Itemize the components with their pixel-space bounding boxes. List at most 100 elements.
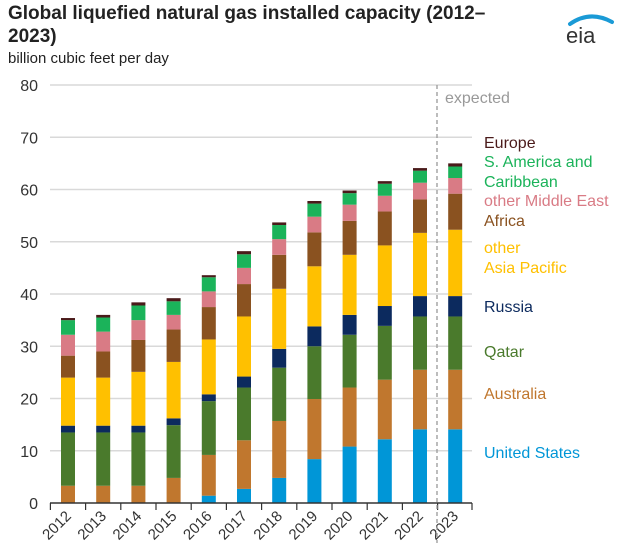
bar-segment-qatar-2018 bbox=[272, 367, 287, 421]
bar-segment-s-america-and-caribbean-2022 bbox=[413, 170, 427, 183]
bar-segment-australia-2014 bbox=[131, 485, 146, 503]
x-tick-label: 2023 bbox=[426, 508, 462, 544]
bar-segment-africa-2013 bbox=[96, 351, 111, 378]
bar-segment-russia-2019 bbox=[307, 326, 322, 347]
y-tick-label: 40 bbox=[20, 287, 38, 304]
x-tick-label: 2015 bbox=[145, 508, 181, 544]
legend-label-australia: Australia bbox=[484, 386, 546, 403]
bar-segment-europe-2019 bbox=[307, 200, 322, 204]
bar-segment-qatar-2021 bbox=[377, 325, 392, 380]
bar-segment-other-asia-pacific-2022 bbox=[413, 232, 427, 297]
eia-logo: eia bbox=[566, 14, 614, 46]
bar-segment-europe-2022 bbox=[413, 168, 427, 171]
bar-segment-s-america-and-caribbean-2021 bbox=[377, 183, 392, 196]
bar-segment-united-states-2021 bbox=[377, 439, 392, 503]
bar-segment-qatar-2017 bbox=[237, 387, 251, 441]
y-tick-label: 20 bbox=[20, 392, 38, 409]
bar-segment-other-asia-pacific-2012 bbox=[61, 377, 75, 426]
bar-segment-australia-2017 bbox=[237, 440, 251, 489]
bar-segment-s-america-and-caribbean-2020 bbox=[342, 193, 357, 205]
x-tick-label: 2020 bbox=[321, 508, 357, 544]
bar-segment-australia-2013 bbox=[96, 485, 111, 503]
y-tick-label: 60 bbox=[20, 183, 38, 200]
bar-segment-other-middle-east-2017 bbox=[237, 267, 251, 285]
bar-segment-russia-2017 bbox=[237, 376, 251, 388]
chart-title: Global liquefied natural gas installed c… bbox=[8, 3, 486, 47]
legend-label-other-middle-east: other Middle East bbox=[484, 193, 609, 210]
bar-segment-australia-2012 bbox=[61, 485, 75, 503]
bar-segment-europe-2017 bbox=[237, 251, 251, 255]
bar-segment-africa-2023 bbox=[448, 193, 463, 230]
svg-text:eia: eia bbox=[566, 23, 596, 46]
legend-label-united-states: United States bbox=[484, 445, 580, 462]
bar-segment-africa-2016 bbox=[201, 307, 216, 340]
bar-segment-russia-2016 bbox=[201, 394, 216, 402]
bar-segment-africa-2021 bbox=[377, 211, 392, 246]
bar-segment-s-america-and-caribbean-2014 bbox=[131, 305, 146, 321]
bar-segment-europe-2021 bbox=[377, 181, 392, 184]
bar-segment-russia-2013 bbox=[96, 425, 111, 433]
legend-label-europe: Europe bbox=[484, 135, 536, 152]
bar-segment-other-asia-pacific-2023 bbox=[448, 229, 463, 297]
bar-segment-africa-2020 bbox=[342, 220, 357, 255]
legend-label-other-asia-pacific: Asia Pacific bbox=[484, 260, 567, 277]
legend-label-qatar: Qatar bbox=[484, 344, 525, 361]
bar-segment-qatar-2020 bbox=[342, 334, 357, 388]
bar-segment-qatar-2022 bbox=[413, 316, 427, 370]
bar-segment-australia-2016 bbox=[201, 454, 216, 496]
bar-segment-qatar-2019 bbox=[307, 346, 322, 400]
bar-segment-s-america-and-caribbean-2015 bbox=[166, 301, 181, 315]
bar-segment-other-middle-east-2013 bbox=[96, 331, 111, 352]
bar-segment-united-states-2022 bbox=[413, 429, 427, 503]
bar-segment-australia-2023 bbox=[448, 369, 463, 430]
y-tick-label: 70 bbox=[20, 130, 38, 147]
bar-segment-other-middle-east-2018 bbox=[272, 239, 287, 255]
bar-segment-russia-2014 bbox=[131, 425, 146, 433]
bar-segment-other-asia-pacific-2017 bbox=[237, 316, 251, 377]
x-tick-label: 2016 bbox=[180, 508, 216, 544]
bar-segment-qatar-2023 bbox=[448, 316, 463, 370]
bar-segment-australia-2021 bbox=[377, 379, 392, 440]
bar-segment-united-states-2019 bbox=[307, 459, 322, 503]
y-tick-label: 10 bbox=[20, 444, 38, 461]
bar-segment-other-middle-east-2022 bbox=[413, 182, 427, 200]
bar-segment-qatar-2013 bbox=[96, 432, 111, 486]
x-tick-label: 2014 bbox=[110, 508, 146, 544]
bar-segment-africa-2015 bbox=[166, 329, 181, 362]
x-tick-label: 2022 bbox=[391, 508, 427, 544]
legend-label-s-america-and-caribbean: Caribbean bbox=[484, 174, 558, 191]
legend-label-russia: Russia bbox=[484, 299, 533, 316]
bar-segment-russia-2018 bbox=[272, 348, 287, 368]
bar-segment-other-asia-pacific-2020 bbox=[342, 254, 357, 315]
y-tick-label: 30 bbox=[20, 339, 38, 356]
bar-segment-other-asia-pacific-2013 bbox=[96, 377, 111, 426]
bar-segment-united-states-2023 bbox=[448, 429, 463, 503]
bar-segment-russia-2023 bbox=[448, 296, 463, 317]
bar-segment-africa-2014 bbox=[131, 339, 146, 372]
bar-segment-africa-2018 bbox=[272, 254, 287, 289]
bar-segment-europe-2012 bbox=[61, 318, 75, 321]
bar-segment-australia-2020 bbox=[342, 387, 357, 447]
x-tick-label: 2018 bbox=[250, 508, 286, 544]
bar-segment-other-middle-east-2016 bbox=[201, 291, 216, 308]
bar-segment-other-middle-east-2021 bbox=[377, 195, 392, 212]
bar-segment-united-states-2018 bbox=[272, 477, 287, 503]
bar-segment-europe-2018 bbox=[272, 222, 287, 226]
bar-segment-other-middle-east-2012 bbox=[61, 334, 75, 356]
bar-segment-europe-2013 bbox=[96, 314, 111, 318]
bar-segment-africa-2017 bbox=[237, 284, 251, 317]
x-tick-label: 2017 bbox=[215, 508, 251, 544]
bar-segment-russia-2022 bbox=[413, 296, 427, 317]
bar-segment-australia-2022 bbox=[413, 369, 427, 430]
bar-segment-africa-2019 bbox=[307, 232, 322, 267]
bar-segment-qatar-2014 bbox=[131, 432, 146, 486]
bar-segment-africa-2022 bbox=[413, 199, 427, 233]
bar-segment-africa-2012 bbox=[61, 355, 75, 378]
y-axis-label: billion cubic feet per day bbox=[8, 50, 169, 67]
x-tick-label: 2019 bbox=[286, 508, 322, 544]
bar-segment-australia-2018 bbox=[272, 420, 287, 478]
bar-segment-united-states-2016 bbox=[201, 495, 216, 503]
bar-segment-europe-2020 bbox=[342, 190, 357, 194]
